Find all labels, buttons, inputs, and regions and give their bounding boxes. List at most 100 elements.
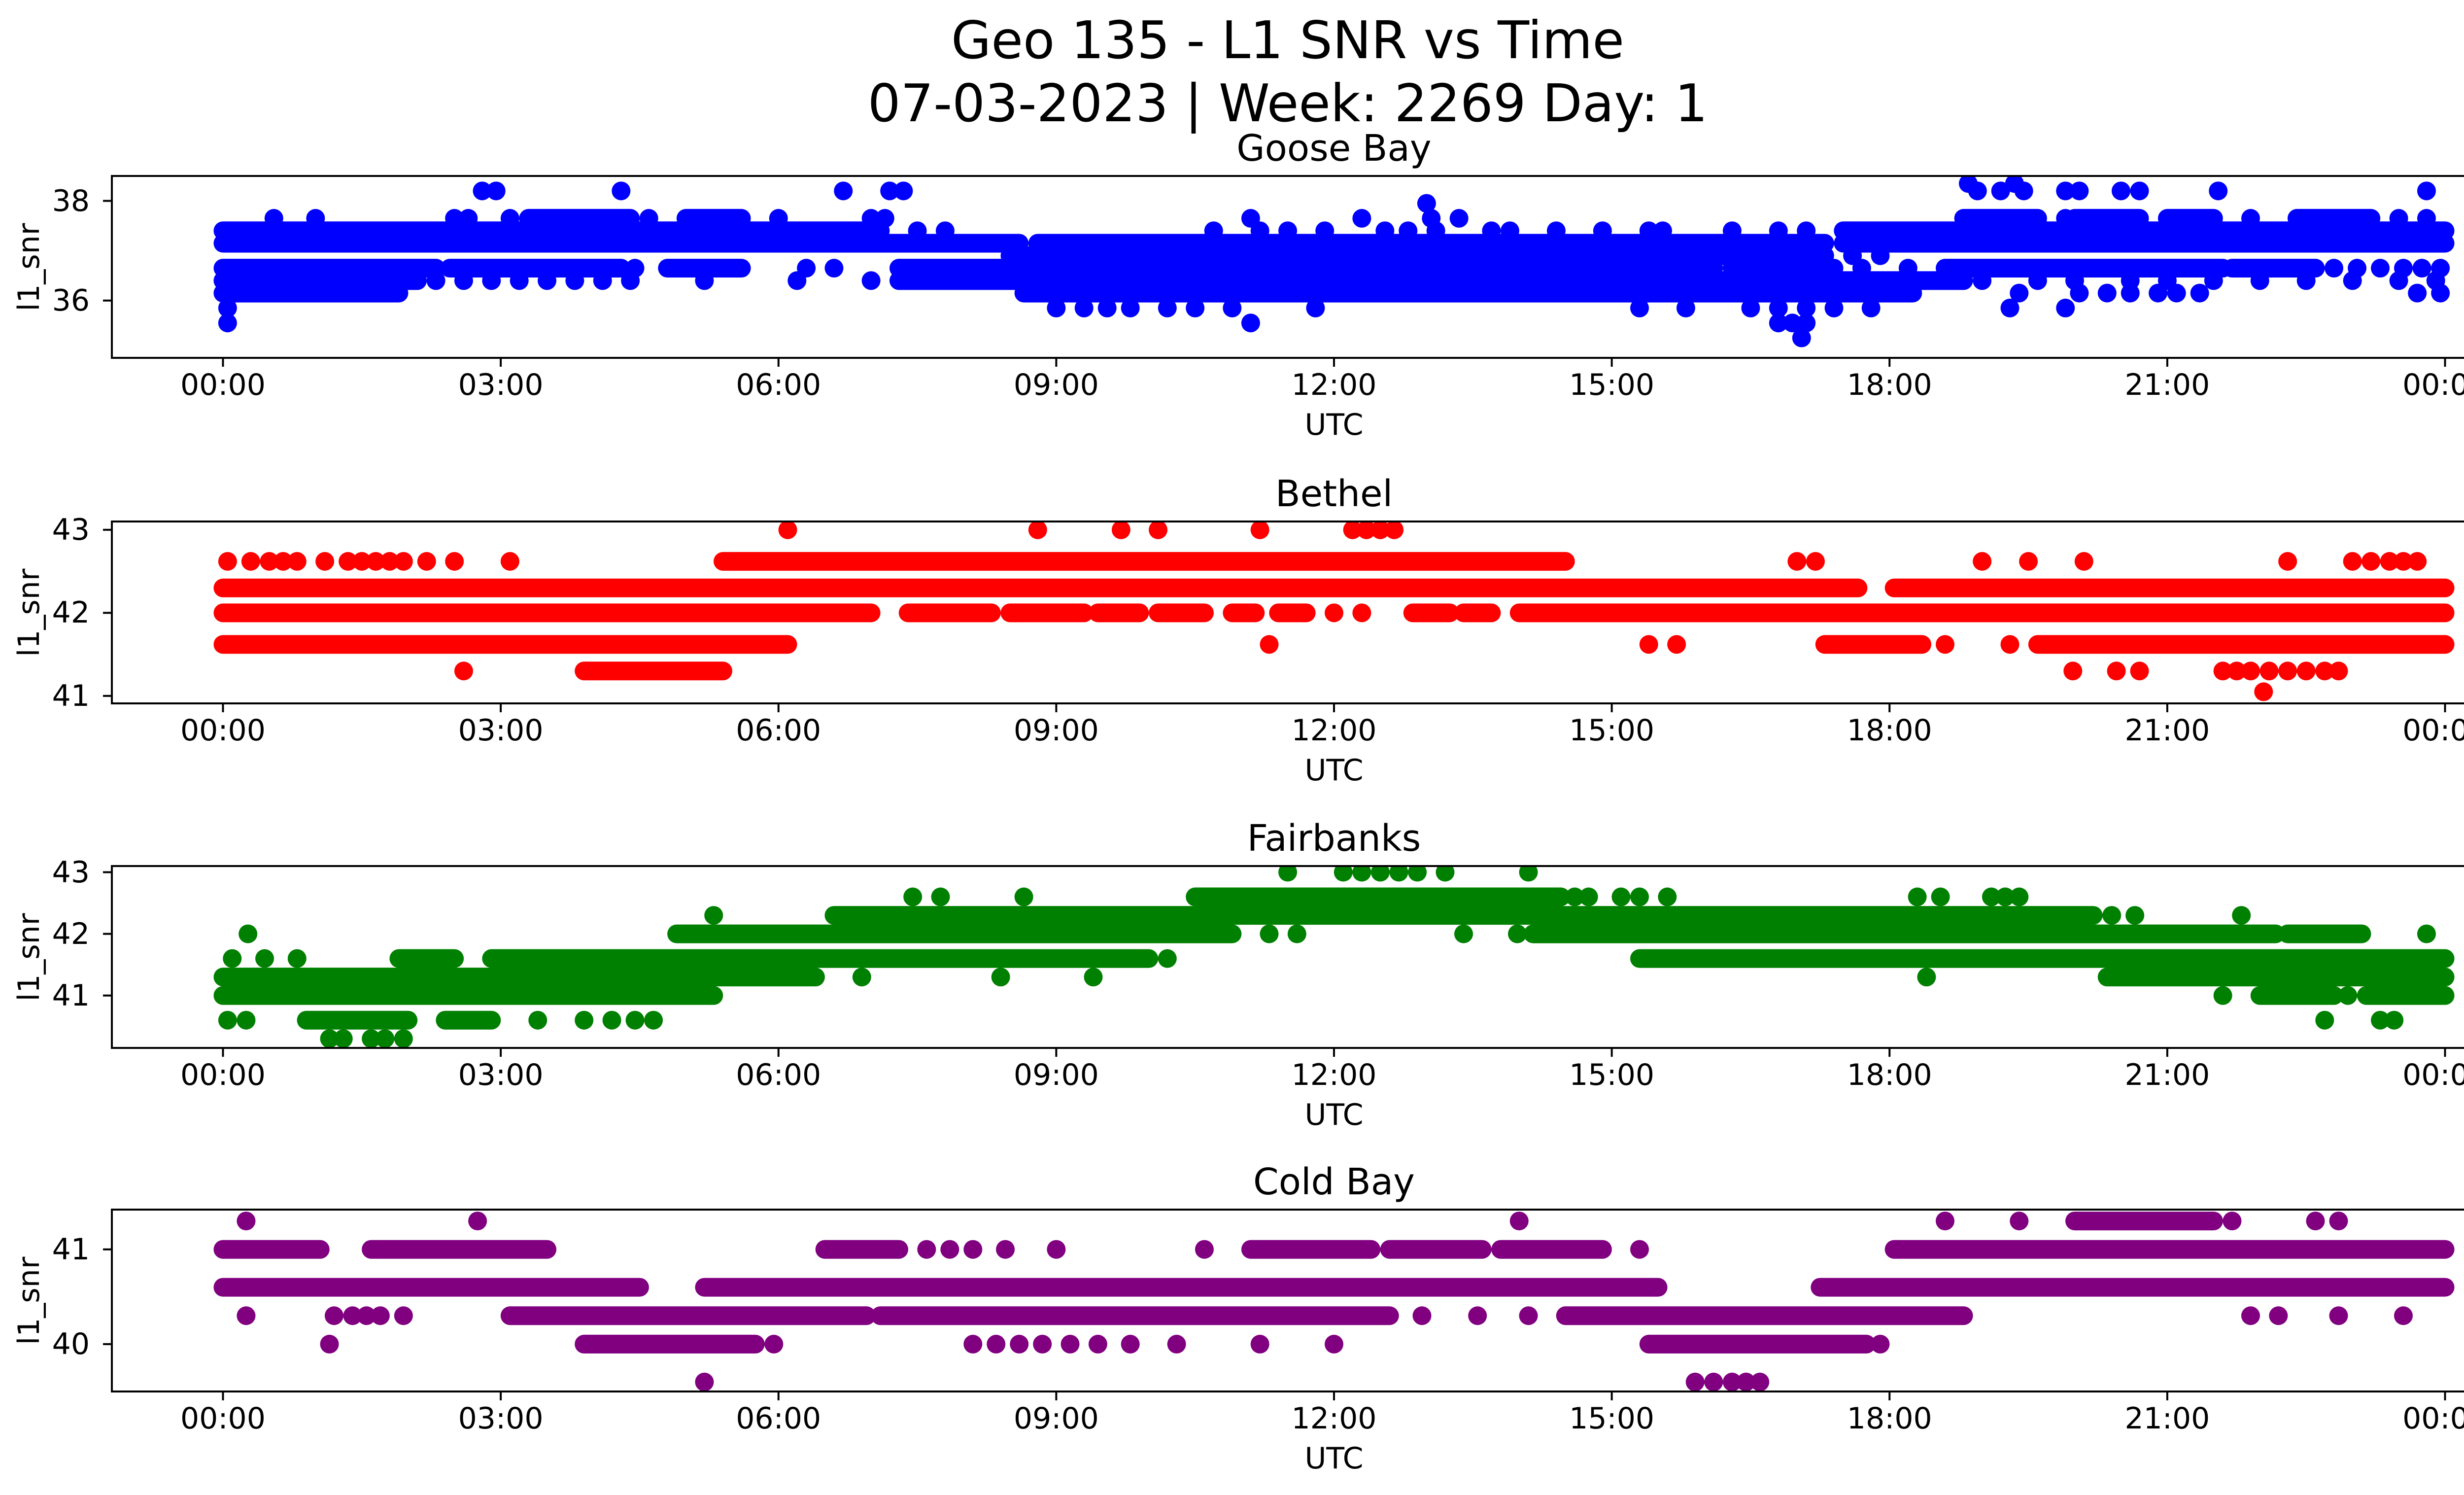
- scatter-band: [1630, 949, 2455, 968]
- scatter-band: [1556, 1306, 1973, 1325]
- scatter-point: [1250, 1334, 1269, 1354]
- scatter-point: [2343, 552, 2362, 571]
- scatter-band: [213, 986, 723, 1005]
- scatter-point: [2204, 271, 2223, 290]
- scatter-point: [1973, 271, 1992, 290]
- scatter-point: [334, 1029, 353, 1048]
- scatter-point: [2241, 661, 2260, 681]
- scatter-point: [482, 271, 501, 290]
- scatter-band: [436, 1010, 501, 1030]
- scatter-band: [2357, 986, 2455, 1005]
- scatter-point: [1917, 968, 1936, 987]
- scatter-point: [1630, 887, 1649, 906]
- scatter-series-goose-bay: [213, 176, 2455, 348]
- scatter-point: [2070, 181, 2089, 201]
- x-tick-label: 09:00: [1013, 713, 1099, 748]
- scatter-point: [1871, 1334, 1890, 1354]
- scatter-point: [1250, 522, 1269, 539]
- y-tick-label: 40: [52, 1326, 90, 1361]
- scatter-point: [510, 271, 529, 290]
- scatter-point: [2385, 1010, 2404, 1030]
- scatter-point: [1412, 1306, 1432, 1325]
- scatter-point: [2371, 259, 2390, 278]
- x-tick-label: 06:00: [736, 368, 821, 402]
- scatter-point: [2408, 283, 2427, 303]
- scatter-point: [1824, 298, 1844, 317]
- scatter-point: [1449, 209, 1469, 228]
- scatter-band: [213, 968, 825, 987]
- scatter-point: [1519, 866, 1538, 882]
- scatter-band: [1014, 283, 1922, 303]
- scatter-point: [1750, 1372, 1770, 1391]
- scatter-point: [894, 181, 913, 201]
- scatter-band: [2028, 635, 2455, 654]
- scatter-point: [2111, 181, 2130, 201]
- scatter-point: [1389, 866, 1408, 882]
- scatter-point: [1797, 313, 1816, 333]
- scatter-point: [1014, 887, 1033, 906]
- scatter-point: [2190, 283, 2209, 303]
- scatter-band: [898, 603, 1001, 623]
- plot-area-bethel: [103, 521, 2464, 712]
- scatter-point: [237, 1010, 256, 1030]
- scatter-point: [1417, 194, 1436, 213]
- scatter-point: [2107, 661, 2126, 681]
- scatter-point: [1278, 866, 1298, 882]
- scatter-point: [963, 1334, 983, 1354]
- scatter-point: [1260, 635, 1279, 654]
- scatter-point: [223, 949, 242, 968]
- scatter-point: [1306, 298, 1325, 317]
- x-tick-label: 15:00: [1569, 1058, 1655, 1092]
- scatter-point: [625, 1010, 645, 1030]
- scatter-band: [362, 1240, 557, 1259]
- scatter-point: [1033, 1334, 1052, 1354]
- scatter-point: [315, 552, 335, 571]
- scatter-point: [1936, 1212, 1954, 1231]
- scatter-point: [1158, 298, 1177, 317]
- scatter-point: [376, 1029, 395, 1048]
- scatter-point: [1797, 298, 1816, 317]
- plot-area-fairbanks: [103, 865, 2464, 1057]
- y-tick-label: 41: [52, 978, 90, 1013]
- scatter-band: [500, 1306, 876, 1325]
- scatter-point: [1223, 298, 1242, 317]
- scatter-point: [1908, 887, 1927, 906]
- scatter-point: [2315, 661, 2334, 681]
- scatter-band: [1000, 603, 1094, 623]
- scatter-point: [1991, 181, 2010, 201]
- axes-frame: [111, 1209, 2464, 1392]
- scatter-band: [1936, 259, 2232, 278]
- scatter-point: [241, 552, 260, 571]
- scatter-point: [237, 1212, 256, 1231]
- scatter-point: [2361, 552, 2381, 571]
- scatter-point: [575, 1010, 594, 1030]
- scatter-point: [1685, 1372, 1705, 1391]
- x-tick-label: 12:00: [1291, 368, 1377, 402]
- scatter-point: [1010, 1334, 1029, 1354]
- scatter-point: [2097, 283, 2117, 303]
- scatter-band: [824, 906, 2103, 925]
- scatter-point: [2343, 271, 2362, 290]
- y-tick-label: 43: [52, 512, 90, 547]
- scatter-point: [1097, 298, 1117, 317]
- scatter-point: [1195, 1240, 1214, 1259]
- scatter-point: [1028, 522, 1047, 539]
- scatter-band: [1815, 635, 1932, 654]
- scatter-point: [1667, 635, 1686, 654]
- scatter-point: [486, 181, 506, 201]
- scatter-point: [2213, 661, 2232, 681]
- scatter-point: [1088, 1334, 1107, 1354]
- scatter-point: [2278, 552, 2297, 571]
- scatter-point: [931, 887, 950, 906]
- y-tick-label: 36: [52, 283, 90, 318]
- scatter-point: [2167, 283, 2186, 303]
- scatter-point: [602, 1010, 621, 1030]
- scatter-point: [2254, 682, 2273, 701]
- x-tick-label: 18:00: [1847, 713, 1932, 748]
- scatter-point: [1737, 1372, 1756, 1391]
- scatter-point: [362, 1029, 381, 1048]
- scatter-point: [1630, 1240, 1649, 1259]
- scatter-point: [366, 552, 385, 571]
- scatter-point: [2010, 1212, 2029, 1231]
- scatter-point: [2130, 661, 2149, 681]
